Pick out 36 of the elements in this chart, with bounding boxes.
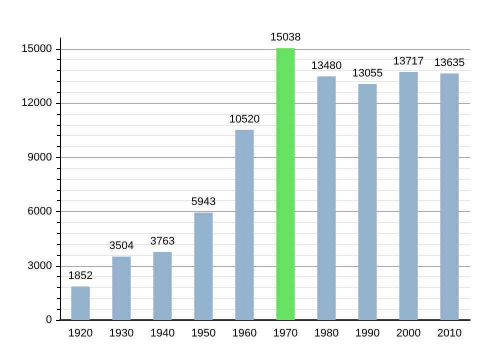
y-tick-label: 0 — [46, 314, 52, 326]
data-label: 13480 — [311, 60, 342, 72]
y-tick-label: 12000 — [21, 97, 52, 110]
x-tick-label: 1930 — [109, 328, 134, 340]
bar — [194, 212, 213, 320]
bar — [440, 74, 459, 320]
data-label: 13717 — [393, 56, 424, 68]
x-tick-label: 1920 — [68, 328, 93, 340]
x-tick-label: 1950 — [191, 328, 216, 340]
bar — [358, 84, 377, 320]
x-tick-label: 2010 — [437, 328, 462, 340]
y-tick-label: 6000 — [28, 206, 52, 218]
bar — [276, 48, 295, 320]
data-label: 10520 — [229, 113, 260, 126]
bar — [317, 76, 336, 320]
data-label: 15038 — [270, 32, 301, 44]
data-label: 13635 — [434, 57, 465, 70]
x-tick-label: 1980 — [314, 328, 339, 340]
bar — [399, 72, 418, 320]
data-label: 3763 — [150, 235, 175, 248]
bar — [235, 130, 254, 320]
data-label: 3504 — [109, 240, 134, 252]
data-label: 5943 — [191, 196, 216, 208]
bar — [112, 256, 131, 320]
x-tick-label: 1990 — [355, 328, 380, 340]
x-tick-label: 2000 — [396, 328, 421, 340]
data-label: 13055 — [352, 68, 383, 80]
bar — [71, 286, 90, 320]
x-tick-label: 1960 — [232, 328, 257, 340]
bar — [153, 252, 172, 320]
x-tick-label: 1970 — [273, 328, 298, 340]
data-label: 1852 — [68, 270, 93, 282]
y-tick-label: 9000 — [28, 151, 52, 164]
y-tick-label: 15000 — [21, 42, 52, 55]
y-tick-label: 3000 — [28, 260, 52, 272]
x-tick-label: 1940 — [150, 328, 175, 340]
